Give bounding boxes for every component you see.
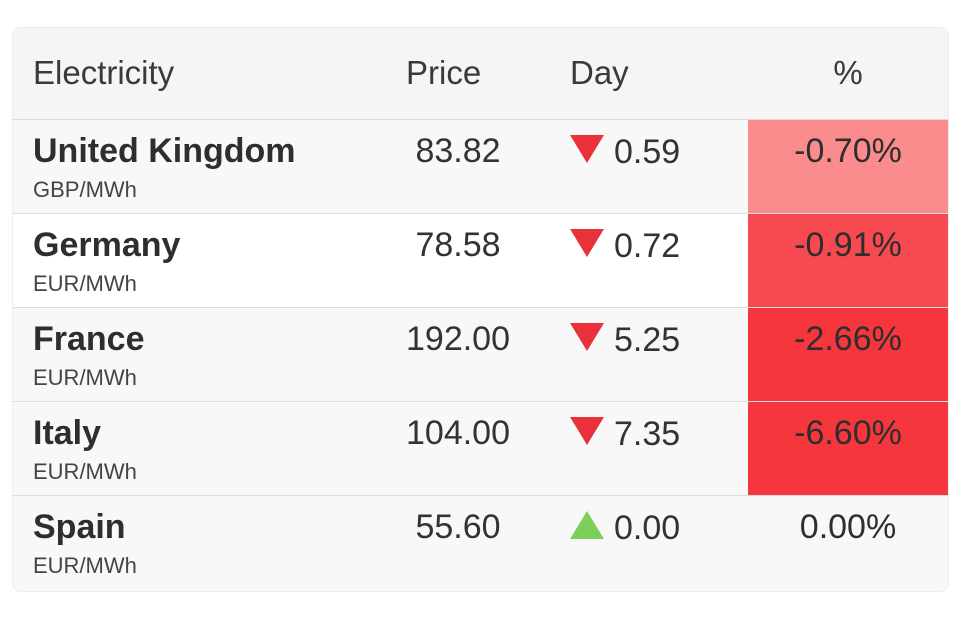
header-price[interactable]: Price: [406, 54, 482, 91]
price-value: 104.00: [406, 414, 510, 452]
electricity-price-table: Electricity Price Day % United Kingdom G…: [13, 28, 948, 591]
price-value: 78.58: [415, 226, 501, 264]
day-change-value: 0.59: [614, 132, 681, 171]
unit-label: GBP/MWh: [33, 177, 137, 202]
percent-change-value: -0.91%: [794, 226, 902, 264]
up-arrow-icon: [570, 511, 604, 539]
unit-label: EUR/MWh: [33, 271, 137, 296]
table-row[interactable]: Germany EUR/MWh 78.58 0.72 -0.91%: [13, 214, 948, 308]
header-day[interactable]: Day: [570, 54, 629, 91]
down-arrow-icon: [570, 417, 604, 445]
percent-change-cell: -0.91%: [748, 214, 948, 307]
percent-change-cell: -0.70%: [748, 120, 948, 213]
country-name[interactable]: Germany: [33, 226, 181, 264]
country-name[interactable]: United Kingdom: [33, 132, 296, 170]
percent-change-cell: -6.60%: [748, 402, 948, 495]
table-row[interactable]: Italy EUR/MWh 104.00 7.35 -6.60%: [13, 402, 948, 496]
price-value: 83.82: [415, 132, 501, 170]
percent-change-value: -2.66%: [794, 320, 902, 358]
percent-change-value: -6.60%: [794, 414, 902, 452]
country-name[interactable]: France: [33, 320, 145, 358]
down-arrow-icon: [570, 135, 604, 163]
table-row[interactable]: France EUR/MWh 192.00 5.25 -2.66%: [13, 308, 948, 402]
country-name[interactable]: Spain: [33, 508, 126, 546]
table-row[interactable]: Spain EUR/MWh 55.60 0.00 0.00%: [13, 496, 948, 591]
header-percent[interactable]: %: [833, 54, 863, 91]
down-arrow-icon: [570, 323, 604, 351]
unit-label: EUR/MWh: [33, 459, 137, 484]
day-change-value: 0.72: [614, 226, 681, 265]
country-name[interactable]: Italy: [33, 414, 102, 452]
price-value: 55.60: [415, 508, 501, 546]
down-arrow-icon: [570, 229, 604, 257]
price-value: 192.00: [406, 320, 510, 358]
unit-label: EUR/MWh: [33, 553, 137, 578]
day-change-value: 5.25: [614, 320, 681, 359]
percent-change-cell: -2.66%: [748, 308, 948, 401]
table-header: Electricity Price Day %: [13, 28, 948, 120]
header-electricity[interactable]: Electricity: [33, 54, 175, 91]
unit-label: EUR/MWh: [33, 365, 137, 390]
day-change-value: 7.35: [614, 414, 681, 453]
percent-change-value: 0.00%: [799, 508, 897, 546]
percent-change-value: -0.70%: [794, 132, 902, 170]
day-change-value: 0.00: [614, 508, 681, 547]
percent-change-cell: 0.00%: [748, 496, 948, 591]
table-row[interactable]: United Kingdom GBP/MWh 83.82 0.59 -0.70%: [13, 120, 948, 214]
